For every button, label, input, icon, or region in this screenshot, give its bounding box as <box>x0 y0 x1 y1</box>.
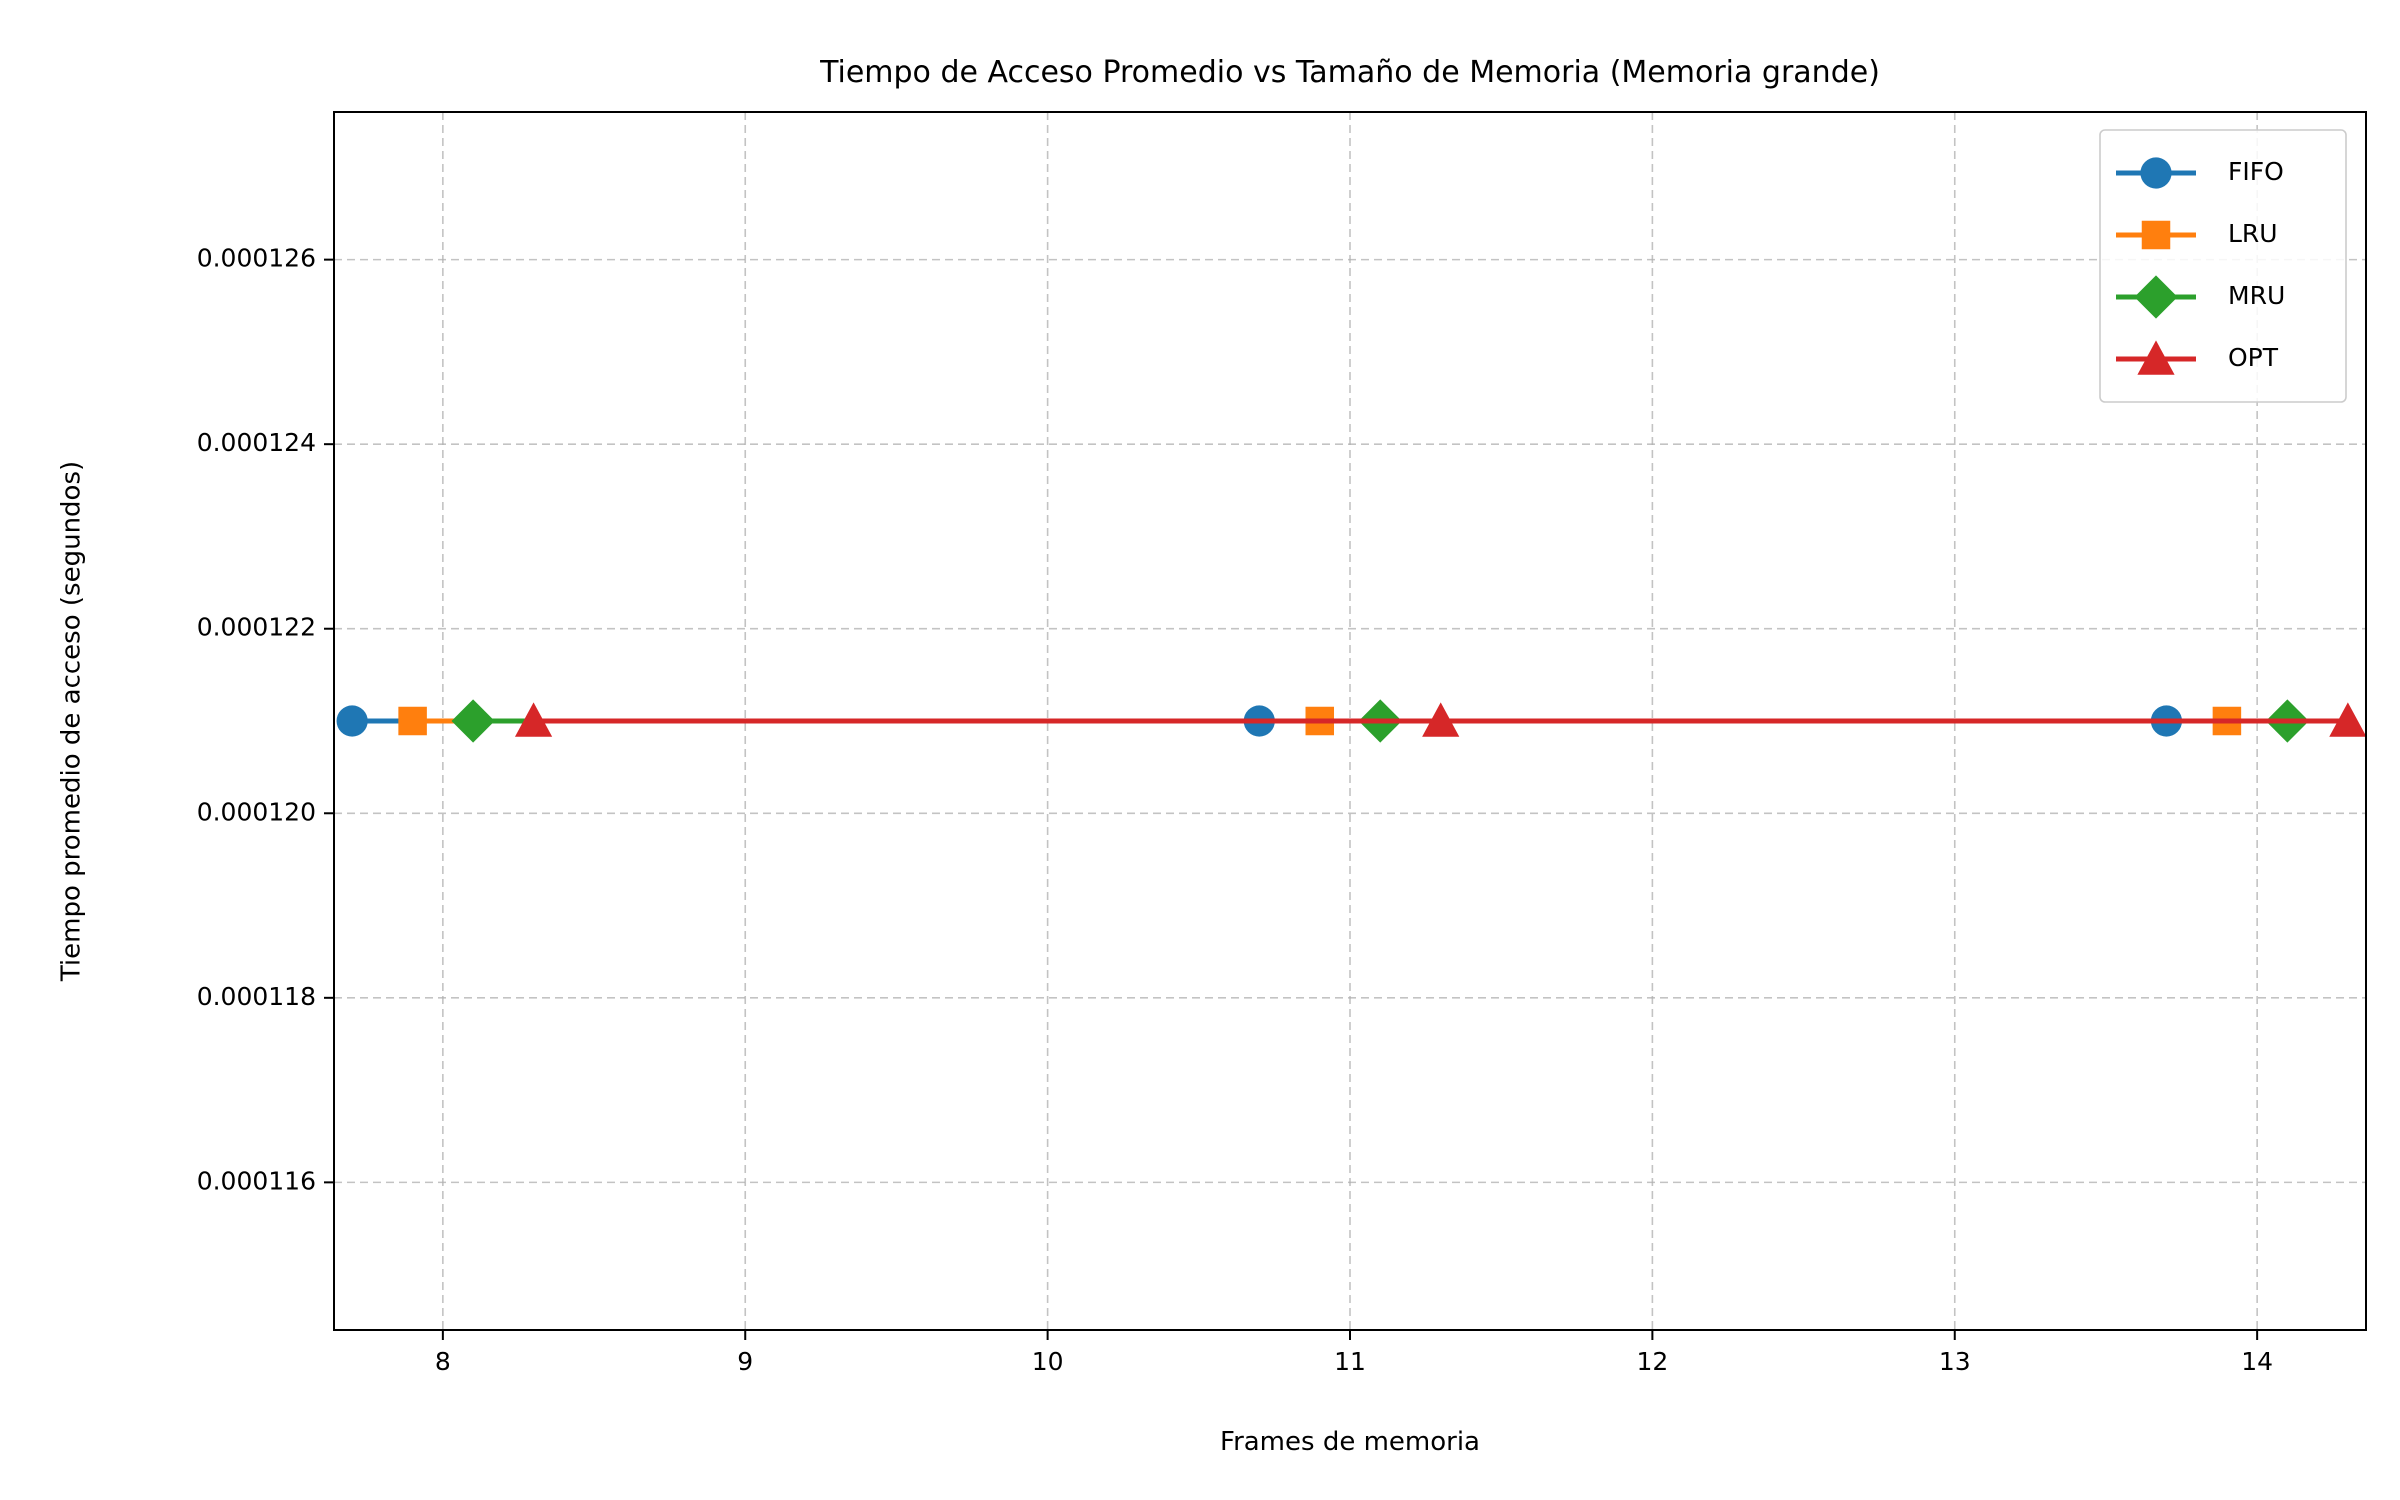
x-axis-label: Frames de memoria <box>1220 1427 1480 1457</box>
y-tick-label: 0.000126 <box>197 244 316 273</box>
data-point-opt <box>1422 702 1460 737</box>
x-tick-label: 13 <box>1939 1347 1971 1376</box>
x-tick-label: 11 <box>1334 1347 1366 1376</box>
y-tick-label: 0.000124 <box>197 428 316 457</box>
y-tick-label: 0.000118 <box>197 982 316 1011</box>
legend-item-mru: MRU <box>2116 275 2285 319</box>
data-point-fifo <box>336 705 368 737</box>
legend-marker <box>2134 275 2178 319</box>
x-tick-label: 9 <box>737 1347 753 1376</box>
legend-label: LRU <box>2228 219 2278 248</box>
data-point-opt <box>2329 702 2367 737</box>
series-group <box>336 699 2367 743</box>
legend-box <box>2099 129 2347 403</box>
legend-item-lru: LRU <box>2116 219 2278 250</box>
x-tick-label: 8 <box>435 1347 451 1376</box>
legend-label: FIFO <box>2228 157 2284 186</box>
legend-marker <box>2140 157 2172 189</box>
legend-marker <box>2137 340 2175 375</box>
legend: FIFO LRU MRU OPT <box>2099 129 2347 403</box>
series-opt <box>514 702 2367 737</box>
data-point-mru <box>451 699 495 743</box>
y-tick-label: 0.000116 <box>197 1166 316 1195</box>
chart-title: Tiempo de Acceso Promedio vs Tamaño de M… <box>819 55 1880 90</box>
data-point-opt <box>514 702 553 737</box>
x-tick-label: 12 <box>1636 1347 1668 1376</box>
y-tick-label: 0.000120 <box>197 797 316 826</box>
legend-marker <box>2141 220 2171 250</box>
legend-item-fifo: FIFO <box>2116 157 2284 189</box>
x-tick-label: 14 <box>2241 1347 2273 1376</box>
y-tick-label: 0.000122 <box>197 613 316 642</box>
data-point-lru <box>398 706 427 736</box>
axis-ticks: 8 9 10 11 12 13 14 0.000116 0.000118 0.000120 0.00… <box>197 244 2273 1376</box>
legend-item-opt: OPT <box>2116 340 2279 375</box>
grid <box>334 112 2366 1330</box>
y-axis-label: Tiempo promedio de acceso (segundos) <box>57 461 87 982</box>
legend-label: MRU <box>2228 281 2285 310</box>
x-tick-label: 10 <box>1032 1347 1064 1376</box>
legend-label: OPT <box>2228 343 2279 372</box>
